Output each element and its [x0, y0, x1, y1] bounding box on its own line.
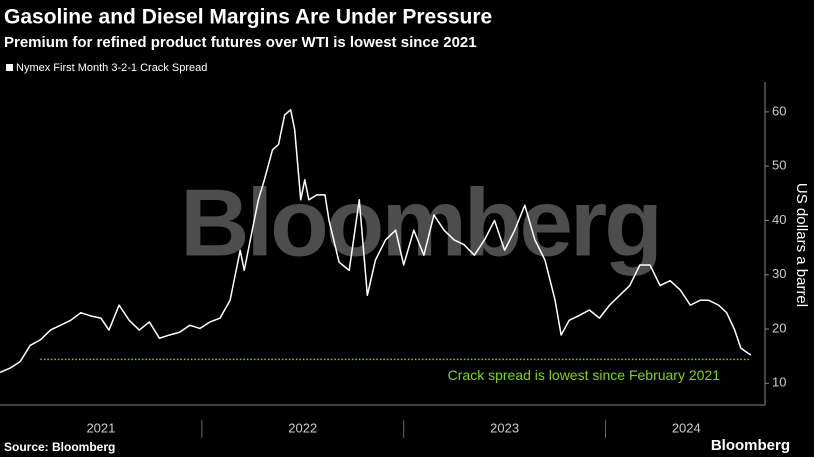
chart-title: Gasoline and Diesel Margins Are Under Pr…: [4, 6, 492, 29]
x-tick-label: 2022: [288, 420, 317, 435]
source: Source: Bloomberg: [4, 440, 115, 454]
y-tick-label: 20: [772, 320, 786, 335]
x-tick-label: 2024: [672, 420, 701, 435]
y-tick-label: 50: [772, 158, 786, 173]
logo: Bloomberg: [711, 437, 790, 454]
annotation-text: Crack spread is lowest since February 20…: [448, 367, 721, 383]
y-tick-label: 60: [772, 103, 786, 118]
legend-label: Nymex First Month 3-2-1 Crack Spread: [16, 62, 207, 74]
legend-swatch: [6, 64, 13, 71]
x-tick-label: 2021: [86, 420, 115, 435]
y-tick-label: 30: [772, 266, 786, 281]
y-tick-label: 40: [772, 212, 786, 227]
y-tick-label: 10: [772, 375, 786, 390]
y-axis-label: US dollars a barrel: [793, 183, 810, 307]
chart-subtitle: Premium for refined product futures over…: [4, 34, 477, 51]
line: [0, 108, 752, 374]
x-tick-label: 2023: [490, 420, 519, 435]
watermark: Bloomberg: [180, 169, 660, 276]
